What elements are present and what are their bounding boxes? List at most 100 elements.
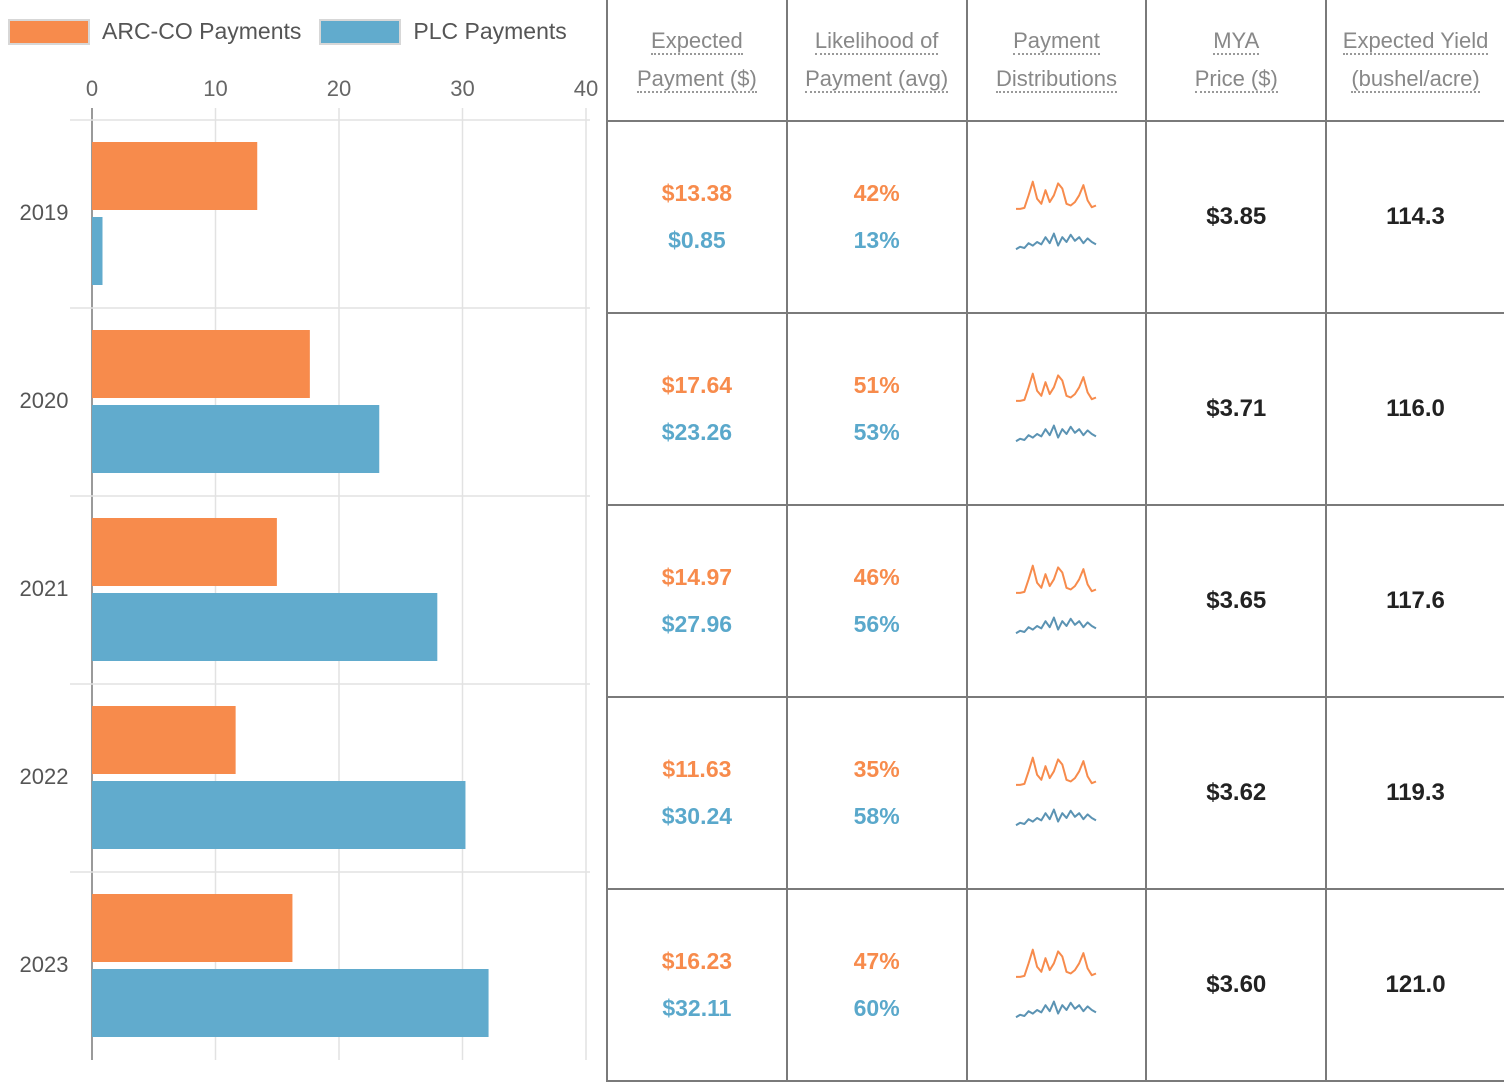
arc-likelihood: 46%	[853, 564, 900, 590]
likelihood-cell: 47% 60%	[785, 888, 968, 1082]
plc-distribution-sparkline	[1015, 616, 1097, 635]
payments-bar-chart: 0 10 20 30 40 2019 2020 2021 2022 2023	[20, 76, 598, 1060]
expected-yield: 121.0	[1385, 971, 1446, 998]
distribution-cell[interactable]	[965, 888, 1148, 1082]
plc-payment: $23.26	[661, 419, 733, 445]
plc-bar[interactable]	[92, 593, 438, 661]
legend-plc-swatch	[319, 18, 402, 45]
plc-distribution-sparkline	[1015, 1000, 1097, 1019]
expected-yield: 116.0	[1386, 395, 1445, 422]
likelihood-cell: 51% 53%	[785, 312, 968, 506]
arc-likelihood: 47%	[853, 948, 900, 974]
legend-plc-label: PLC Payments	[413, 18, 567, 44]
mya-price: $3.85	[1206, 203, 1267, 230]
expected-yield-cell: 117.6	[1325, 504, 1504, 698]
arc-distribution-sparkline	[1016, 948, 1097, 978]
header-payment-distributions[interactable]: Payment Distributions	[965, 0, 1148, 122]
expected-yield-cell: 114.3	[1325, 120, 1504, 314]
plc-distribution-sparkline	[1015, 424, 1097, 443]
x-tick-label: 10	[203, 76, 227, 101]
expected-yield: 119.3	[1386, 779, 1445, 806]
arc-payment: $14.97	[661, 564, 733, 590]
arc-likelihood: 42%	[853, 180, 900, 206]
chart-legend: ARC-CO Payments PLC Payments	[8, 18, 585, 45]
y-tick-label: 2021	[20, 576, 69, 601]
arc-distribution-sparkline	[1016, 756, 1097, 786]
arc-distribution-sparkline	[1016, 372, 1097, 402]
plc-bar[interactable]	[92, 969, 489, 1037]
plc-distribution-sparkline	[1015, 808, 1097, 827]
expected-yield-cell: 119.3	[1325, 696, 1504, 890]
table-row: $11.63 $30.24 35% 58% $3.62 119.3	[606, 696, 1504, 890]
plc-bar[interactable]	[92, 217, 103, 285]
x-tick-label: 0	[86, 76, 98, 101]
mya-price: $3.62	[1206, 779, 1267, 806]
x-tick-label: 30	[450, 76, 474, 101]
mya-price-cell: $3.62	[1145, 696, 1328, 890]
payments-table: Expected Payment ($) Likelihood of Payment…	[606, 0, 1504, 1082]
header-mya-price[interactable]: MYA Price ($)	[1145, 0, 1328, 122]
header-expected-yield[interactable]: Expected Yield (bushel/acre)	[1325, 0, 1504, 122]
distribution-cell[interactable]	[965, 120, 1148, 314]
plc-payment: $32.11	[662, 995, 732, 1021]
likelihood-cell: 46% 56%	[785, 504, 968, 698]
plc-likelihood: 13%	[853, 227, 900, 253]
plc-likelihood: 53%	[853, 419, 900, 445]
legend-plc[interactable]: PLC Payments	[319, 18, 567, 45]
plc-bar[interactable]	[92, 405, 380, 473]
y-tick-label: 2023	[20, 952, 69, 977]
table-row: $16.23 $32.11 47% 60% $3.60 121.0	[606, 888, 1504, 1082]
distribution-cell[interactable]	[965, 696, 1148, 890]
arc-co-bar[interactable]	[92, 330, 310, 398]
plc-likelihood: 56%	[853, 611, 900, 637]
arc-payment: $13.38	[661, 180, 733, 206]
mya-price: $3.60	[1206, 971, 1267, 998]
y-tick-label: 2019	[20, 200, 69, 225]
arc-distribution-sparkline	[1016, 180, 1097, 210]
arc-likelihood: 51%	[853, 372, 900, 398]
arc-co-bar[interactable]	[92, 518, 277, 586]
x-tick-label: 40	[574, 76, 598, 101]
table-row: $14.97 $27.96 46% 56% $3.65 117.6	[606, 504, 1504, 698]
mya-price-cell: $3.65	[1145, 504, 1328, 698]
plc-distribution-sparkline	[1015, 232, 1097, 251]
expected-yield-cell: 116.0	[1325, 312, 1504, 506]
mya-price: $3.65	[1206, 587, 1267, 614]
plc-payment: $30.24	[661, 803, 733, 829]
arc-payment: $17.64	[661, 372, 733, 398]
expected-payment-cell: $16.23 $32.11	[606, 888, 788, 1082]
expected-payment-cell: $17.64 $23.26	[606, 312, 788, 506]
expected-payment-cell: $11.63 $30.24	[606, 696, 788, 890]
likelihood-cell: 42% 13%	[785, 120, 968, 314]
header-likelihood[interactable]: Likelihood of Payment (avg)	[785, 0, 968, 122]
arc-co-bar[interactable]	[92, 142, 258, 210]
mya-price-cell: $3.60	[1145, 888, 1328, 1082]
plc-likelihood: 60%	[853, 995, 900, 1021]
plc-bar[interactable]	[92, 781, 466, 849]
plc-payment: $27.96	[661, 611, 733, 637]
y-tick-label: 2022	[20, 764, 69, 789]
x-tick-label: 20	[327, 76, 351, 101]
mya-price: $3.71	[1206, 395, 1267, 422]
legend-arc-co-swatch	[8, 18, 90, 45]
plc-payment: $0.85	[668, 227, 726, 253]
expected-yield-cell: 121.0	[1325, 888, 1504, 1082]
expected-yield: 114.3	[1386, 203, 1445, 230]
distribution-cell[interactable]	[965, 312, 1148, 506]
plc-likelihood: 58%	[853, 803, 900, 829]
legend-arc-co[interactable]: ARC-CO Payments	[8, 18, 301, 45]
y-tick-label: 2020	[20, 388, 69, 413]
arc-co-bar[interactable]	[92, 894, 293, 962]
expected-payment-cell: $13.38 $0.85	[606, 120, 788, 314]
table-row: $13.38 $0.85 42% 13% $3.85 114.3	[606, 120, 1504, 314]
mya-price-cell: $3.71	[1145, 312, 1328, 506]
mya-price-cell: $3.85	[1145, 120, 1328, 314]
arc-distribution-sparkline	[1016, 564, 1097, 594]
table-row: $17.64 $23.26 51% 53% $3.71 116.0	[606, 312, 1504, 506]
header-expected-payment[interactable]: Expected Payment ($)	[606, 0, 788, 122]
expected-yield: 117.6	[1386, 587, 1445, 614]
expected-payment-cell: $14.97 $27.96	[606, 504, 788, 698]
legend-arc-co-label: ARC-CO Payments	[102, 18, 302, 44]
arc-co-bar[interactable]	[92, 706, 236, 774]
distribution-cell[interactable]	[965, 504, 1148, 698]
